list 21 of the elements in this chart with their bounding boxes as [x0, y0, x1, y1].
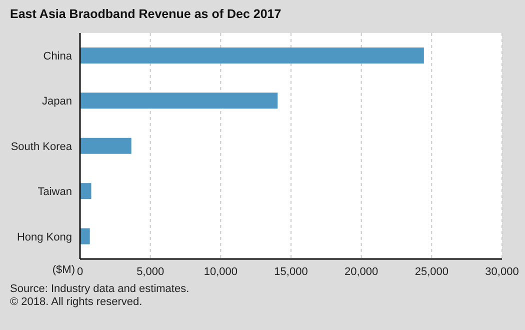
bar [80, 47, 424, 64]
source-note: Source: Industry data and estimates. [10, 283, 190, 296]
x-tick-label: 20,000 [344, 266, 378, 278]
bar [80, 92, 278, 109]
x-tick-label: 5,000 [136, 266, 164, 278]
bar [80, 228, 90, 244]
bar [80, 138, 132, 154]
x-axis-title: ($M) [52, 264, 75, 276]
x-tick-label: 25,000 [414, 266, 448, 278]
y-tick-label: Japan [42, 96, 72, 108]
chart-title: East Asia Braodband Revenue as of Dec 2017 [10, 7, 282, 21]
x-tick-label: 0 [76, 266, 84, 278]
y-tick-label: Taiwan [38, 186, 72, 198]
text: © 2018. All rights reserved. [10, 296, 144, 309]
x-tick-label: 30,000 [485, 266, 519, 278]
y-tick-label: Hong Kong [16, 231, 72, 244]
x-tick-label: 15,000 [274, 266, 308, 278]
y-tick-label: South Korea [10, 140, 73, 153]
bar [80, 183, 92, 200]
y-tick-label: China [43, 50, 73, 63]
x-tick-label: 10,000 [204, 266, 238, 278]
